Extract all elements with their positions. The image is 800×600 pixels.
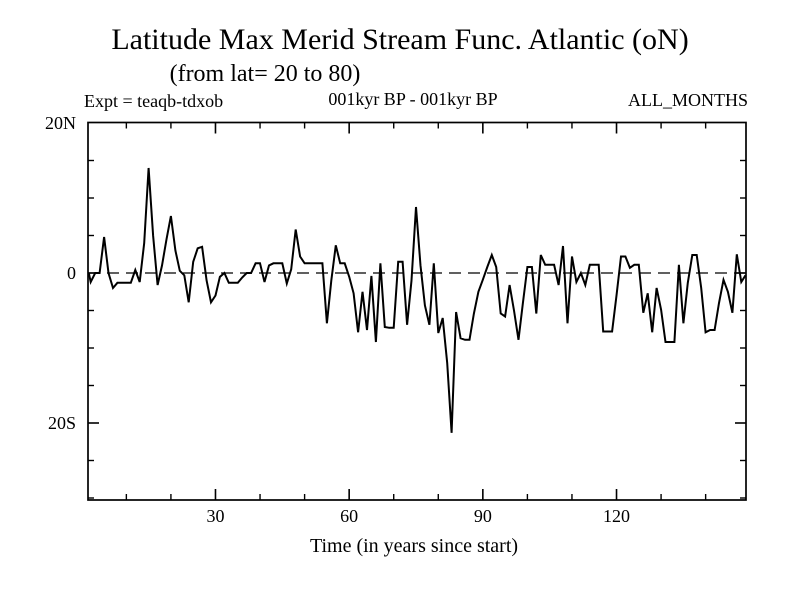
page-title: Latitude Max Merid Stream Func. Atlantic… — [111, 23, 689, 56]
y-tick-label: 20N — [45, 113, 76, 133]
x-tick-label: 30 — [206, 506, 225, 526]
y-tick-label: 0 — [67, 263, 76, 283]
x-tick-label: 90 — [473, 506, 492, 526]
plot-subtitle: (from lat= 20 to 80) — [169, 61, 361, 87]
y-tick-label: 20S — [47, 413, 76, 433]
plot-frame — [87, 121, 747, 501]
months-label: ALL_MONTHS — [628, 90, 748, 110]
experiment-label: Expt = teaqb-tdxob — [84, 91, 224, 111]
period-label: 001kyr BP - 001kyr BP — [328, 89, 498, 109]
x-tick-label: 120 — [603, 506, 631, 526]
x-axis-title: Time (in years since start) — [309, 535, 519, 557]
data-series-line — [87, 167, 747, 433]
x-tick-label: 60 — [340, 506, 359, 526]
